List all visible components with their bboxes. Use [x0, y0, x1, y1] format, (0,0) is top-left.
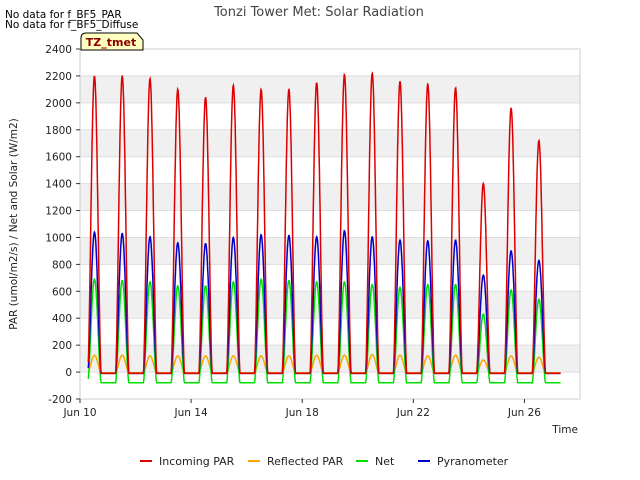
y-tick-label: 0 [65, 367, 72, 379]
legend-item: Net [356, 455, 395, 468]
chart-title: Tonzi Tower Met: Solar Radiation [213, 5, 424, 20]
plot-band [80, 345, 580, 373]
plot-band [80, 75, 580, 103]
y-tick-label: -200 [48, 394, 72, 406]
y-tick-label: 600 [52, 286, 72, 298]
series-line-net [87, 277, 561, 384]
y-tick-label: 400 [52, 313, 72, 325]
plot-bands [80, 75, 580, 373]
legend-label: Reflected PAR [267, 455, 344, 468]
x-tick-label: Jun 18 [285, 407, 319, 419]
plot-band [80, 183, 580, 211]
plot-band [80, 129, 580, 157]
x-axis-ticks: Jun 10 Jun 14 Jun 18 Jun 22 Jun 26 [62, 399, 541, 419]
legend-item: Pyranometer [418, 455, 509, 468]
tag-label: TZ_tmet [86, 36, 136, 49]
tag-box: TZ_tmet [80, 32, 144, 51]
y-tick-label: 1000 [45, 232, 72, 244]
y-tick-label: 800 [52, 259, 72, 271]
plot-band [80, 237, 580, 265]
x-tick-label: Jun 22 [396, 407, 430, 419]
no-data-note-diffuse: No data for f_BF5_Diffuse [5, 19, 139, 31]
x-axis-title: Time [551, 424, 578, 436]
legend: Incoming PAR Reflected PAR Net Pyranometer [140, 455, 509, 468]
x-tick-label: Jun 26 [507, 407, 541, 419]
x-tick-label: Jun 14 [174, 407, 208, 419]
y-tick-label: 2400 [45, 44, 72, 56]
tag-box-shape [80, 32, 144, 51]
y-tick-label: 200 [52, 340, 72, 352]
plot-frame [79, 48, 581, 400]
x-tick-label: Jun 10 [62, 407, 96, 419]
legend-item: Incoming PAR [140, 455, 235, 468]
y-tick-label: 2000 [45, 98, 72, 110]
legend-label: Incoming PAR [159, 455, 235, 468]
legend-label: Net [375, 455, 395, 468]
legend-item: Reflected PAR [248, 455, 344, 468]
y-tick-label: 2200 [45, 71, 72, 83]
plot-band [80, 291, 580, 319]
y-tick-label: 1200 [45, 206, 72, 218]
legend-label: Pyranometer [437, 455, 509, 468]
y-tick-label: 1800 [45, 125, 72, 137]
series-lines [87, 71, 561, 384]
y-axis-title: PAR (umol/m2/s) / Net and Solar (W/m2) [8, 118, 20, 330]
y-tick-label: 1400 [45, 179, 72, 191]
no-data-note-par: No data for f_BF5_PAR [5, 9, 122, 21]
y-tick-label: 1600 [45, 152, 72, 164]
y-axis-ticks: -200 0 200 400 600 800 1000 1200 1400 1600 1800 200… [45, 44, 80, 406]
series-line-incoming-par [87, 71, 561, 375]
